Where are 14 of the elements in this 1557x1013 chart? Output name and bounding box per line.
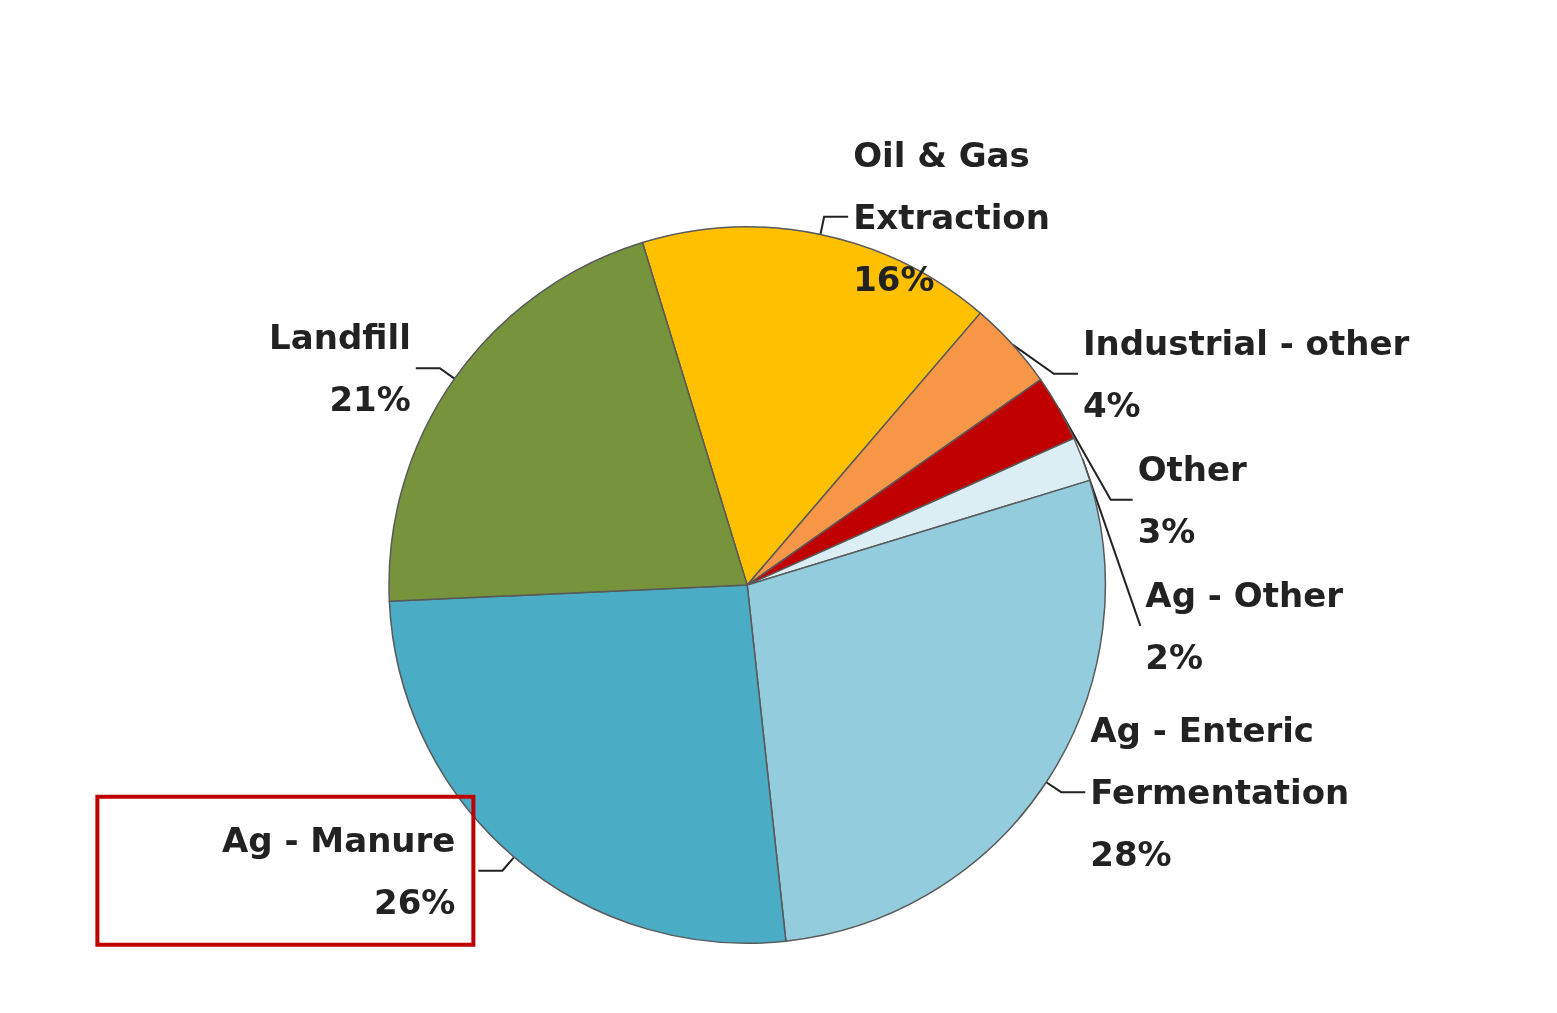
data-label: 28%: [1090, 834, 1172, 875]
data-label: 26%: [373, 881, 456, 922]
data-label: 21%: [329, 379, 411, 420]
slice-label: Ag - Enteric Fermentation: [1090, 710, 1350, 813]
slice-label: Other: [1137, 448, 1248, 489]
data-label: 2%: [1145, 636, 1204, 677]
slice-label: Industrial - other: [1082, 322, 1410, 363]
slice-label: Landfill: [269, 317, 411, 358]
data-label: 4%: [1082, 384, 1141, 425]
slice-label: Ag - Manure: [221, 819, 456, 860]
slice-label: Oil & Gas Extraction: [853, 134, 1050, 237]
data-label: 3%: [1137, 510, 1196, 551]
data-label: 16%: [853, 258, 935, 299]
slice-label: Ag - Other: [1145, 574, 1344, 615]
